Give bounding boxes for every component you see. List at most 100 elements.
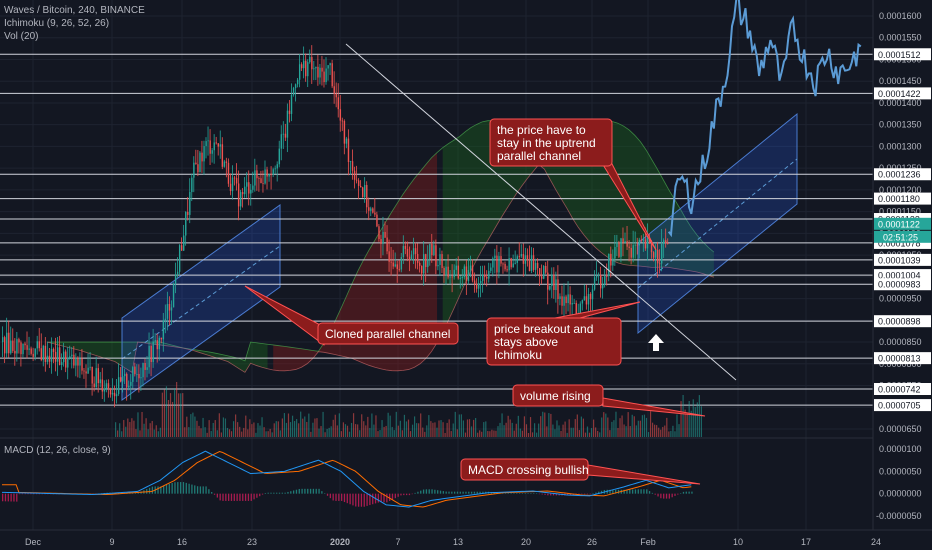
volume-bar [119,423,121,437]
volume-bar [601,417,603,437]
volume-bar [582,418,585,437]
macd-histogram-bar [555,493,557,496]
volume-bar [359,430,361,437]
candle-body [28,348,30,350]
macd-histogram-bar [307,488,309,494]
candle-body [494,255,496,259]
macd-histogram-bar [516,493,518,494]
candle-body [73,354,75,366]
symbol-legend[interactable]: Waves / Bitcoin, 240, BINANCE [4,5,145,16]
candle-body [266,169,268,177]
uptrend-note-text: stay in the uptrend [497,136,596,150]
macd-histogram-bar [244,493,247,501]
macd-histogram-bar [454,491,456,494]
candle-body [642,239,645,241]
candle-body [231,177,234,192]
x-tick-label: 13 [453,537,463,547]
volume-bar [483,422,485,437]
candle-body [457,265,460,279]
macd-histogram-bar [646,489,648,494]
candle-body [616,242,618,248]
volume-bar [239,426,241,437]
volume-bar [413,416,416,437]
volume-bar [395,411,397,437]
x-tick-label: Dec [25,537,42,547]
volume-bar [485,421,487,437]
volume-bar [129,422,131,437]
candle-body [170,307,173,311]
volume-bar [637,420,639,437]
volume-bar [291,415,294,437]
candle-body [646,237,649,249]
candle-body [148,345,150,368]
volume-bar [523,416,526,437]
candle-body [284,133,287,138]
descending-trendline[interactable] [345,43,737,381]
volume-bar [332,419,334,437]
candle-body [492,258,494,268]
volume-bar [387,412,389,437]
candle-body [632,245,634,258]
volume-bar [334,414,336,437]
candle-body [410,254,413,261]
macd-histogram-bar [530,493,532,494]
volume-bar [647,432,650,437]
candle-body [437,264,439,267]
macd-histogram-bar [329,493,331,499]
macd-tick-label: -0.0000050 [876,511,922,521]
candle-body [610,253,612,266]
macd-legend[interactable]: MACD (12, 26, close, 9) [4,445,111,456]
candle-body [524,255,527,264]
volume-bar [145,418,147,437]
candle-body [425,254,427,267]
volume-bar [462,420,465,437]
candle-body [46,355,49,362]
volume-bar [279,430,281,437]
volume-bar [633,416,635,437]
volume-bar [460,414,462,437]
x-tick-label: 17 [801,537,811,547]
macd-histogram-bar [389,493,391,501]
volume-bar [440,420,442,437]
volume-bar [369,427,371,437]
macd-histogram-bar [685,491,687,494]
ichimoku-legend[interactable]: Ichimoku (9, 26, 52, 26) [4,18,110,29]
macd-histogram-bar [21,493,24,495]
candle-body [620,238,622,257]
candle-body [77,357,79,366]
volume-bar [367,416,369,437]
volume-bar [296,419,298,437]
volume-bar [336,425,338,437]
candle-body [431,243,433,256]
candle-body [567,294,569,304]
level-tag [874,278,931,291]
candle-body [500,256,502,264]
candle-body [538,268,541,277]
candle-body [144,362,146,370]
volume-bar [666,417,668,437]
volume-bar [316,418,318,437]
volume-bar [293,421,296,437]
volume-note-box [512,384,604,407]
macd-histogram-bar [507,493,509,494]
candle-body [618,242,620,257]
macd-histogram-bar [550,493,552,496]
candle-body [447,266,449,278]
volume-bar [210,431,212,437]
volume-bar [389,415,391,437]
candle-body [384,231,386,238]
volume-bar [450,431,452,437]
candle-body [56,347,59,362]
volume-bar [444,432,446,437]
macd-histogram-bar [185,482,187,494]
volume-bar [424,431,426,437]
candle-body [663,240,665,245]
volume-legend[interactable]: Vol (20) [4,31,39,42]
volume-bar [536,432,538,437]
macd-histogram-bar [473,491,476,494]
volume-bar [403,414,406,437]
volume-bar [117,430,119,437]
level-tag-label: 0.0001236 [878,170,921,180]
x-tick-label: 9 [109,537,114,547]
